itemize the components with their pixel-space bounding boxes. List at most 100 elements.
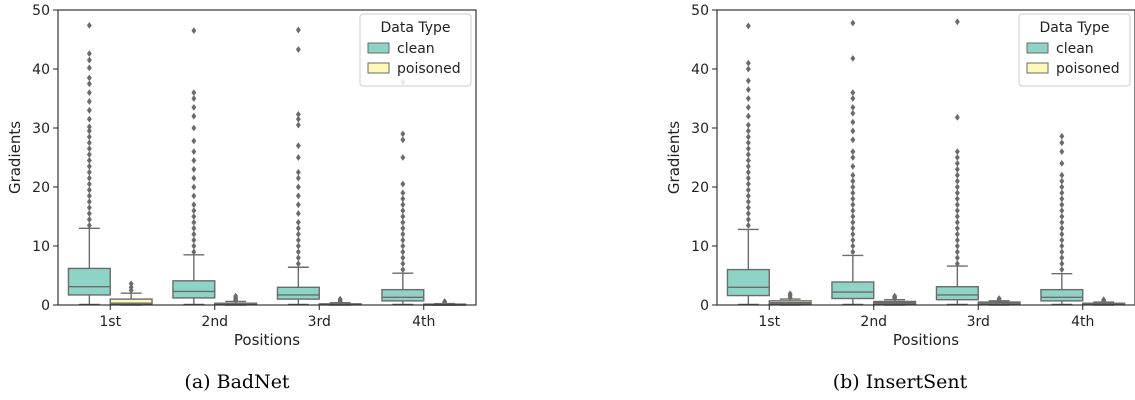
chart-1-box-clean-3rd-outlier-14 — [295, 154, 301, 161]
chart-1-box-clean-1st-outlier-6 — [86, 186, 92, 194]
chart-2-box-clean-2nd-outlier-9 — [850, 195, 856, 203]
chart-2-box-clean-3rd-outlier-21 — [954, 18, 960, 26]
chart-2-box-clean-4th-outlier-19 — [1059, 139, 1065, 147]
chart-1-box-clean-4th-outlier-5 — [400, 236, 406, 244]
chart-2-xtick-label-3: 4th — [1071, 314, 1094, 330]
chart-2-frame — [716, 9, 1135, 306]
chart-1-box-clean-1st-outlier-3 — [86, 204, 92, 212]
chart-1-box-poisoned-1st — [109, 280, 153, 306]
chart-1-ylabel: Gradients — [6, 121, 24, 194]
chart-1-frame — [57, 9, 477, 306]
chart-1-box-clean-1st-outlier-1 — [86, 216, 92, 223]
chart-1-legend-title: Data Type — [380, 20, 450, 36]
chart-1-box-clean-2nd-outlier-12 — [191, 165, 197, 173]
chart-2-box-clean-1st — [726, 22, 770, 306]
chart-1-caption: (a) BadNet — [184, 371, 290, 393]
chart-2-legend-label-clean: clean — [1056, 41, 1094, 57]
chart-1-ytick-label-3: 30 — [32, 121, 50, 137]
chart-2-box-clean-3rd-outlier-20 — [954, 113, 960, 121]
chart-1-box-clean-2nd-outlier-2 — [191, 236, 197, 244]
chart-2-ytick-label-1: 10 — [691, 239, 709, 255]
chart-2-box-clean-4th-outlier-4 — [1059, 242, 1065, 250]
chart-1-box-clean-2nd-outlier-20 — [191, 89, 197, 96]
chart-1-box-clean-2nd-outlier-0 — [191, 248, 197, 256]
chart-1-box-clean-1st — [67, 21, 111, 306]
chart-1-box-clean-3rd-outlier-11 — [295, 183, 301, 191]
chart-2-box-clean-2nd-outlier-20 — [850, 109, 856, 117]
chart-1-box-clean-1st-outlier-17 — [86, 123, 92, 131]
chart-1-box-clean-4th-outlier-16 — [400, 136, 406, 144]
chart-2-box-clean-3rd-outlier-15 — [954, 171, 960, 179]
chart-2-box-clean-1st-outlier-22 — [745, 77, 751, 85]
chart-2-box-clean-2nd-outlier-8 — [850, 201, 856, 209]
chart-1-box-poisoned-2nd-outlier-3 — [233, 292, 239, 300]
chart-1-box-clean-1st-outlier-27 — [86, 21, 92, 29]
chart-2-box-clean-3rd-outlier-5 — [954, 230, 960, 238]
chart-2-ytick-label-0: 0 — [700, 298, 709, 314]
chart-2-box-clean-3rd-outlier-16 — [954, 165, 960, 173]
chart-1-box-poisoned-3rd — [318, 295, 362, 306]
chart-1-legend-label-poisoned: poisoned — [397, 61, 461, 77]
chart-1-box-poisoned-2nd — [214, 292, 258, 306]
chart-1-box-clean-4th-outlier-2 — [400, 254, 406, 262]
chart-2-box-clean-3rd-outlier-8 — [954, 213, 960, 220]
chart-2-box-clean-2nd-outlier-16 — [850, 148, 856, 155]
chart-2-box-clean-1st-outlier-25 — [745, 22, 751, 30]
chart-1-box-clean-1st-outlier-12 — [86, 151, 92, 158]
chart-1-box-clean-1st-outlier-10 — [86, 162, 92, 170]
chart-2-box-clean-1st-outlier-10 — [745, 162, 751, 170]
chart-2-box-clean-4th-outlier-6 — [1059, 230, 1065, 238]
chart-2-box-clean-3rd-outlier-4 — [954, 236, 960, 244]
chart-1-box-clean-2nd-outlier-10 — [191, 183, 197, 191]
chart-1-box-clean-1st-outlier-4 — [86, 198, 92, 206]
chart-2-box-clean-2nd-outlier-4 — [850, 224, 856, 232]
chart-2-box-clean-4th-outlier-10 — [1059, 207, 1065, 214]
chart-1-box-clean-3rd-outlier-12 — [295, 174, 301, 182]
chart-2-box-clean-1st-iqr — [726, 268, 770, 297]
chart-1-box-clean-1st-outlier-26 — [86, 50, 92, 58]
chart-2-box-clean-2nd-outlier-2 — [850, 236, 856, 244]
chart-1-box-clean-3rd-outlier-6 — [295, 224, 301, 232]
chart-2-box-clean-3rd-outlier-11 — [954, 195, 960, 203]
chart-2-box-clean-4th — [1040, 132, 1084, 306]
chart-1-box-clean-3rd-outlier-20 — [295, 26, 301, 34]
chart-1-box-clean-2nd-outlier-21 — [191, 27, 197, 35]
chart-2-box-poisoned-1st — [768, 290, 812, 306]
chart-2-box-poisoned-2nd-outlier-2 — [892, 292, 898, 300]
chart-1-box-clean-1st-outlier-24 — [86, 64, 92, 72]
chart-2-legend-title: Data Type — [1039, 20, 1109, 36]
chart-1-box-clean-1st-outlier-2 — [86, 210, 92, 217]
chart-2-box-clean-2nd-outlier-12 — [850, 177, 856, 185]
chart-2-box-clean-3rd — [935, 18, 979, 306]
chart-1-box-clean-4th-outlier-17 — [400, 130, 406, 138]
chart-1-box-clean-1st-outlier-20 — [86, 98, 92, 105]
chart-2-box-clean-2nd-outlier-22 — [850, 95, 856, 102]
chart-2-box-clean-4th-outlier-11 — [1059, 201, 1065, 209]
chart-2-box-clean-3rd-outlier-2 — [954, 248, 960, 256]
chart-1-box-clean-3rd-iqr — [276, 286, 320, 300]
chart-2-box-clean-2nd-outlier-11 — [850, 183, 856, 191]
chart-2-box-poisoned-1st-outlier-2 — [787, 290, 793, 298]
chart-2-box-clean-1st-outlier-3 — [745, 204, 751, 212]
chart-2-box-poisoned-3rd-outlier-1 — [996, 295, 1002, 302]
chart-2-box-clean-2nd-outlier-24 — [850, 54, 856, 62]
chart-1-box-poisoned-1st-outlier-1 — [128, 283, 134, 291]
chart-2-ytick-label-2: 20 — [691, 180, 709, 196]
chart-1-ytick-label-1: 10 — [32, 239, 50, 255]
chart-2-box-clean-1st-outlier-14 — [745, 139, 751, 147]
chart-1-box-clean-3rd-outlier-0 — [295, 260, 301, 268]
chart-1-box-clean-4th-outlier-15 — [400, 154, 406, 161]
chart-1-box-clean-2nd-outlier-5 — [191, 219, 197, 226]
chart-2-ytick-label-3: 30 — [691, 121, 709, 137]
chart-1-box-poisoned-3rd-outlier-2 — [337, 295, 343, 303]
chart-1-box-clean-1st-outlier-9 — [86, 168, 92, 176]
chart-2-ytick-label-5: 50 — [691, 3, 709, 19]
chart-2-box-clean-3rd-outlier-0 — [954, 260, 960, 268]
chart-1-ytick-label-5: 50 — [32, 3, 50, 19]
chart-1-box-clean-3rd-outlier-2 — [295, 248, 301, 256]
chart-1-box-poisoned-1st-outlier-2 — [128, 280, 134, 288]
chart-1-xtick-label-2: 3rd — [308, 314, 331, 330]
chart-1-xtick-label-3: 4th — [412, 314, 435, 330]
chart-2-box-clean-1st-outlier-19 — [745, 103, 751, 111]
chart-1-box-clean-3rd-outlier-7 — [295, 219, 301, 226]
